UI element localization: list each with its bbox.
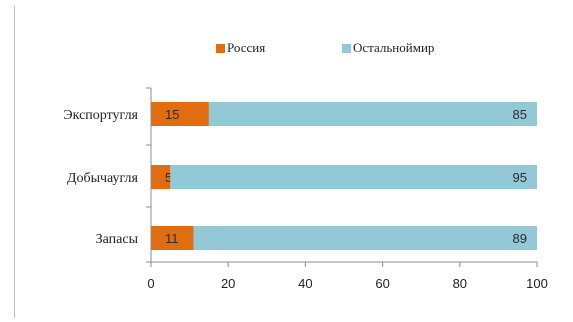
legend-item-russia: Россия	[216, 40, 265, 56]
x-tick-label-5: 100	[526, 276, 548, 291]
x-tick-label-0: 0	[147, 276, 154, 291]
x-tick-label-3: 60	[375, 276, 389, 291]
category-label-0: Экспортугля	[63, 108, 138, 123]
category-label-1: Добычаугля	[67, 171, 139, 186]
bar-rest-of-world-2	[193, 226, 537, 250]
data-label-russia-1: 5	[165, 170, 172, 185]
bar-russia-2	[151, 226, 194, 250]
data-label-rest-of-world-1: 95	[513, 170, 527, 185]
legend-swatch-russia	[216, 43, 225, 53]
bar-rest-of-world-1	[170, 165, 538, 189]
legend-label-rest-of-world: Остальноймир	[353, 40, 435, 55]
legend-item-rest-of-world: Остальноймир	[342, 40, 434, 56]
data-label-russia-0: 15	[165, 107, 179, 122]
legend-label-russia: Россия	[227, 40, 266, 55]
data-label-rest-of-world-0: 85	[513, 107, 527, 122]
data-label-rest-of-world-2: 89	[513, 231, 527, 246]
x-tick-label-2: 40	[298, 276, 312, 291]
legend-swatch-rest-of-world	[342, 43, 351, 53]
data-label-russia-2: 11	[165, 231, 179, 246]
x-tick-label-4: 80	[453, 276, 467, 291]
bar-russia-0	[151, 102, 209, 126]
left-border	[14, 6, 15, 318]
bar-rest-of-world-0	[208, 102, 537, 126]
bar-russia-1	[151, 165, 171, 189]
category-label-2: Запасы	[96, 232, 139, 247]
x-tick-label-1: 20	[221, 276, 235, 291]
